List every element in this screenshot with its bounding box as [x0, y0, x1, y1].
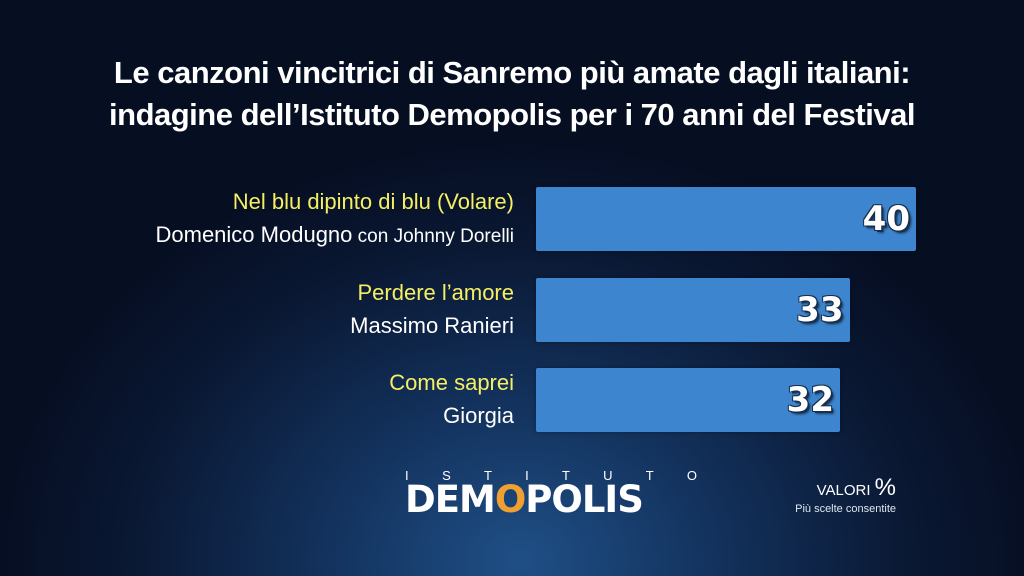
artist-name: Domenico Modugno con Johnny Dorelli [155, 222, 515, 247]
category-label: Nel blu dipinto di blu (Volare) Domenico … [156, 185, 515, 253]
percent-label: % [874, 474, 896, 501]
category-label: Come saprei Giorgia [389, 366, 514, 432]
logo-demopolis-text: DEMOPOLIS [405, 478, 644, 521]
logo-o-icon: O [494, 478, 526, 521]
multiple-choice-note: Più scelte consentite [795, 503, 896, 515]
bar-row: Nel blu dipinto di blu (Volare) Domenico … [0, 187, 1024, 251]
bar: 32 [536, 368, 840, 432]
bar-row: Come saprei Giorgia 32 [0, 368, 1024, 432]
category-label: Perdere l’amore Massimo Ranieri [350, 276, 514, 342]
artist-featuring: con Johnny Dorelli [352, 226, 514, 247]
bar: 33 [536, 278, 850, 342]
song-title: Come saprei [389, 370, 514, 395]
demopolis-logo: I S T I T U T O DEMOPOLIS [405, 468, 705, 521]
chart-title: Le canzoni vincitrici di Sanremo più ama… [0, 52, 1024, 136]
song-title: Nel blu dipinto di blu (Volare) [232, 189, 514, 214]
bar-row: Perdere l’amore Massimo Ranieri 33 [0, 278, 1024, 342]
data-label: 32 [786, 380, 834, 420]
data-label: 33 [796, 290, 844, 330]
artist-name: Massimo Ranieri [350, 313, 514, 338]
data-label: 40 [862, 199, 910, 239]
chart-title-line-2: indagine dell’Istituto Demopolis per i 7… [109, 97, 915, 132]
logo-istituto-text: I S T I T U T O [405, 468, 697, 483]
values-note: VALORI % Più scelte consentite [795, 474, 896, 515]
chart-title-line-1: Le canzoni vincitrici di Sanremo più ama… [113, 55, 911, 90]
bar: 40 [536, 187, 916, 251]
song-title: Perdere l’amore [357, 280, 514, 305]
artist-name: Giorgia [443, 403, 514, 428]
valori-label: VALORI [816, 482, 871, 499]
